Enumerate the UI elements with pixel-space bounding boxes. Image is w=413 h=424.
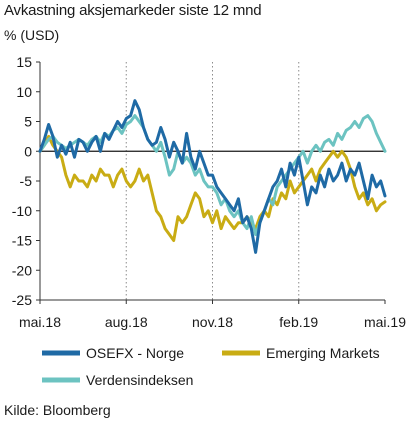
- legend-label-osefx-norge: OSEFX - Norge: [86, 345, 184, 361]
- legend-label-verdensindeksen: Verdensindeksen: [86, 372, 193, 388]
- series-line-osefx-norge: [38, 99, 387, 254]
- y-tick-label: -15: [12, 233, 32, 249]
- x-tick-label: mai.18: [19, 314, 61, 330]
- y-tick-label: -5: [20, 173, 33, 189]
- y-tick-label: 5: [24, 114, 32, 130]
- x-tick-label: mai.19: [364, 314, 406, 330]
- series-layer: [38, 99, 387, 254]
- y-tick-label: -10: [12, 203, 32, 219]
- legend: OSEFX - Norge Emerging Markets Verdensinde…: [42, 345, 380, 388]
- y-tick-label: 10: [16, 84, 32, 100]
- axes: 15 10 5 0 -5 -10 -15 -20 -25 mai.18 aug.18 nov.18 fe…: [12, 54, 406, 330]
- series-line-emerging-markets: [38, 134, 387, 242]
- y-tick-label: -25: [12, 292, 32, 308]
- grid: [125, 62, 300, 300]
- x-tick-label: nov.18: [192, 314, 233, 330]
- y-axis-unit: % (USD): [4, 27, 60, 43]
- x-tick-label: aug.18: [105, 314, 148, 330]
- legend-label-emerging-markets: Emerging Markets: [266, 345, 380, 361]
- x-tick-label: feb.19: [279, 314, 318, 330]
- y-tick-label: -20: [12, 262, 32, 278]
- source-note: Kilde: Bloomberg: [4, 402, 111, 418]
- y-tick-label: 0: [24, 143, 32, 159]
- y-tick-label: 15: [16, 54, 32, 70]
- chart-title: Avkastning aksjemarkeder siste 12 mnd: [4, 2, 262, 19]
